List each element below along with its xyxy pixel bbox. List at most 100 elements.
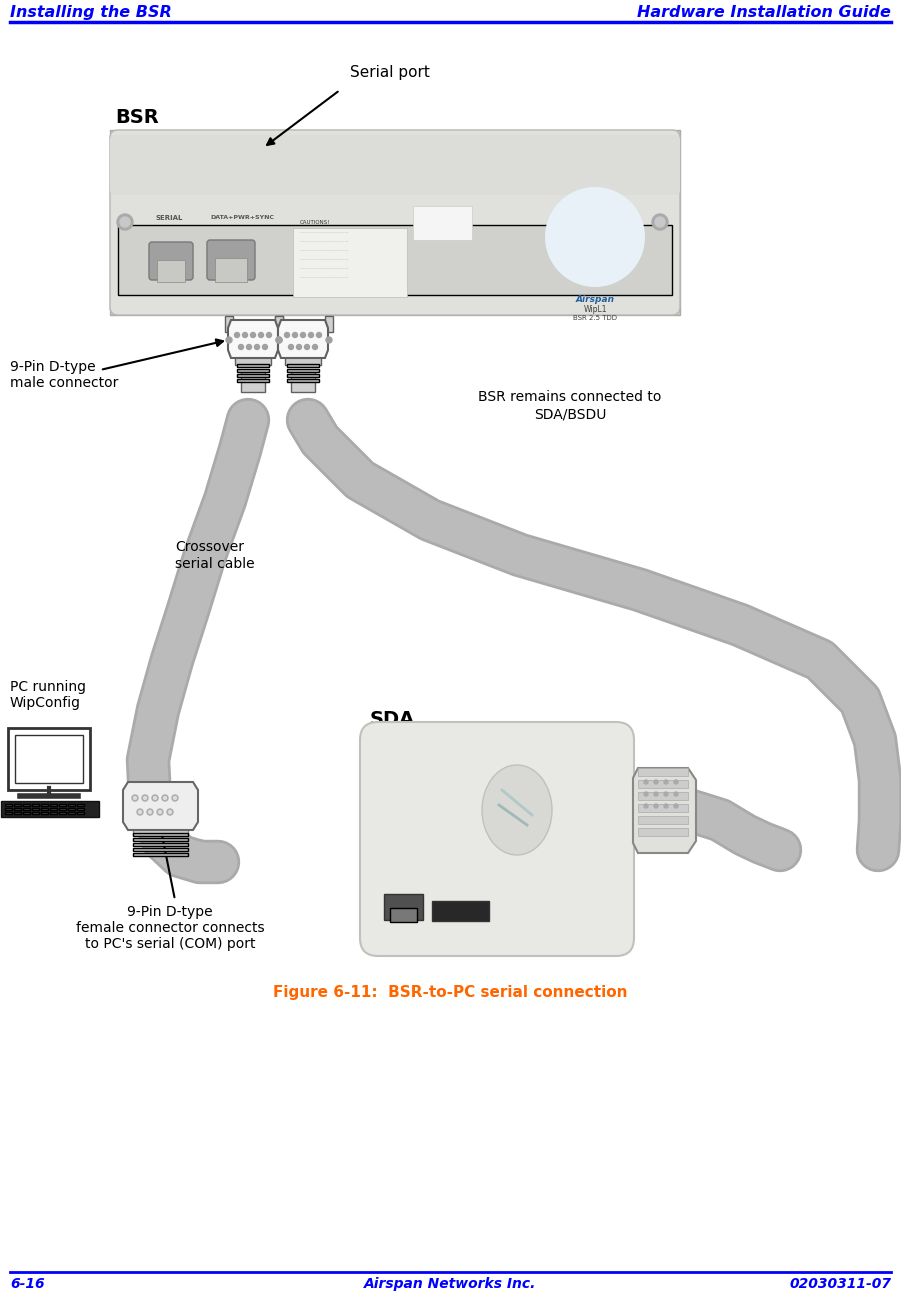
Circle shape [316,333,322,338]
Circle shape [250,333,256,338]
Circle shape [262,344,268,350]
Text: female connector connects: female connector connects [76,920,264,935]
FancyBboxPatch shape [638,816,688,824]
Circle shape [664,803,668,809]
FancyBboxPatch shape [215,257,247,282]
FancyBboxPatch shape [368,731,626,948]
Text: ————————————: ———————————— [300,239,350,243]
FancyBboxPatch shape [23,811,30,814]
Text: Figure 6-11:  BSR-to-PC serial connection: Figure 6-11: BSR-to-PC serial connection [273,985,627,1000]
Circle shape [133,797,136,800]
Circle shape [142,796,148,801]
Text: DATA+PWR+SYNC: DATA+PWR+SYNC [210,214,274,220]
Circle shape [172,796,178,801]
FancyBboxPatch shape [275,316,283,332]
Circle shape [664,780,668,784]
Circle shape [288,344,294,350]
Circle shape [276,337,282,343]
Circle shape [168,810,171,814]
FancyBboxPatch shape [237,380,269,382]
Text: SERIAL: SERIAL [155,214,182,221]
FancyBboxPatch shape [5,807,12,810]
FancyBboxPatch shape [133,838,188,841]
Circle shape [674,780,678,784]
Text: ————————————: ———————————— [300,230,350,234]
FancyBboxPatch shape [237,374,269,377]
Polygon shape [278,320,328,358]
Circle shape [644,792,648,796]
Circle shape [139,810,141,814]
FancyBboxPatch shape [14,803,21,806]
Text: male connector: male connector [10,376,118,390]
Circle shape [267,333,271,338]
FancyBboxPatch shape [50,803,57,806]
FancyBboxPatch shape [157,260,185,282]
Circle shape [159,810,161,814]
Circle shape [162,796,168,801]
FancyBboxPatch shape [638,768,688,776]
FancyBboxPatch shape [360,722,634,956]
Circle shape [226,337,232,343]
FancyBboxPatch shape [110,130,680,315]
Text: WipConfig: WipConfig [10,696,81,710]
FancyBboxPatch shape [291,372,315,393]
Ellipse shape [545,187,645,287]
Text: SDA: SDA [370,710,415,729]
Circle shape [242,333,248,338]
FancyBboxPatch shape [41,807,48,810]
FancyBboxPatch shape [638,803,688,812]
FancyBboxPatch shape [23,807,30,810]
Circle shape [308,333,314,338]
Text: to PC's serial (COM) port: to PC's serial (COM) port [85,937,255,952]
Text: Crossover: Crossover [175,540,244,554]
Polygon shape [228,320,278,358]
Circle shape [167,809,173,815]
Circle shape [285,333,289,338]
FancyBboxPatch shape [384,894,423,920]
Circle shape [644,780,648,784]
Circle shape [149,810,151,814]
FancyBboxPatch shape [32,803,39,806]
Circle shape [326,337,332,343]
Polygon shape [123,783,198,829]
Text: 9-Pin D-type: 9-Pin D-type [10,360,96,374]
Circle shape [163,797,167,800]
FancyBboxPatch shape [133,848,188,852]
Circle shape [654,792,658,796]
FancyBboxPatch shape [59,811,66,814]
Circle shape [153,797,157,800]
FancyBboxPatch shape [325,316,333,332]
Circle shape [296,344,302,350]
FancyBboxPatch shape [133,853,188,855]
Circle shape [247,344,251,350]
FancyBboxPatch shape [15,734,83,783]
FancyBboxPatch shape [133,842,188,846]
FancyBboxPatch shape [237,369,269,372]
FancyBboxPatch shape [133,833,188,836]
FancyBboxPatch shape [59,803,66,806]
Circle shape [674,803,678,809]
FancyBboxPatch shape [41,803,48,806]
Text: Airspan Networks Inc.: Airspan Networks Inc. [364,1277,536,1291]
Text: Serial port: Serial port [350,65,430,81]
Text: Airspan: Airspan [576,295,614,304]
Circle shape [259,333,263,338]
Circle shape [664,792,668,796]
FancyBboxPatch shape [413,205,472,240]
Circle shape [652,214,668,230]
FancyBboxPatch shape [1,801,99,816]
FancyBboxPatch shape [68,807,75,810]
FancyBboxPatch shape [23,803,30,806]
Text: ————————————: ———————————— [300,266,350,270]
FancyBboxPatch shape [14,811,21,814]
FancyBboxPatch shape [287,380,319,382]
Text: ————————————: ———————————— [300,248,350,252]
FancyBboxPatch shape [237,364,269,367]
Circle shape [117,214,133,230]
Ellipse shape [482,764,552,855]
FancyBboxPatch shape [285,341,321,365]
FancyBboxPatch shape [5,803,12,806]
Circle shape [654,780,658,784]
FancyBboxPatch shape [32,807,39,810]
FancyBboxPatch shape [5,811,12,814]
